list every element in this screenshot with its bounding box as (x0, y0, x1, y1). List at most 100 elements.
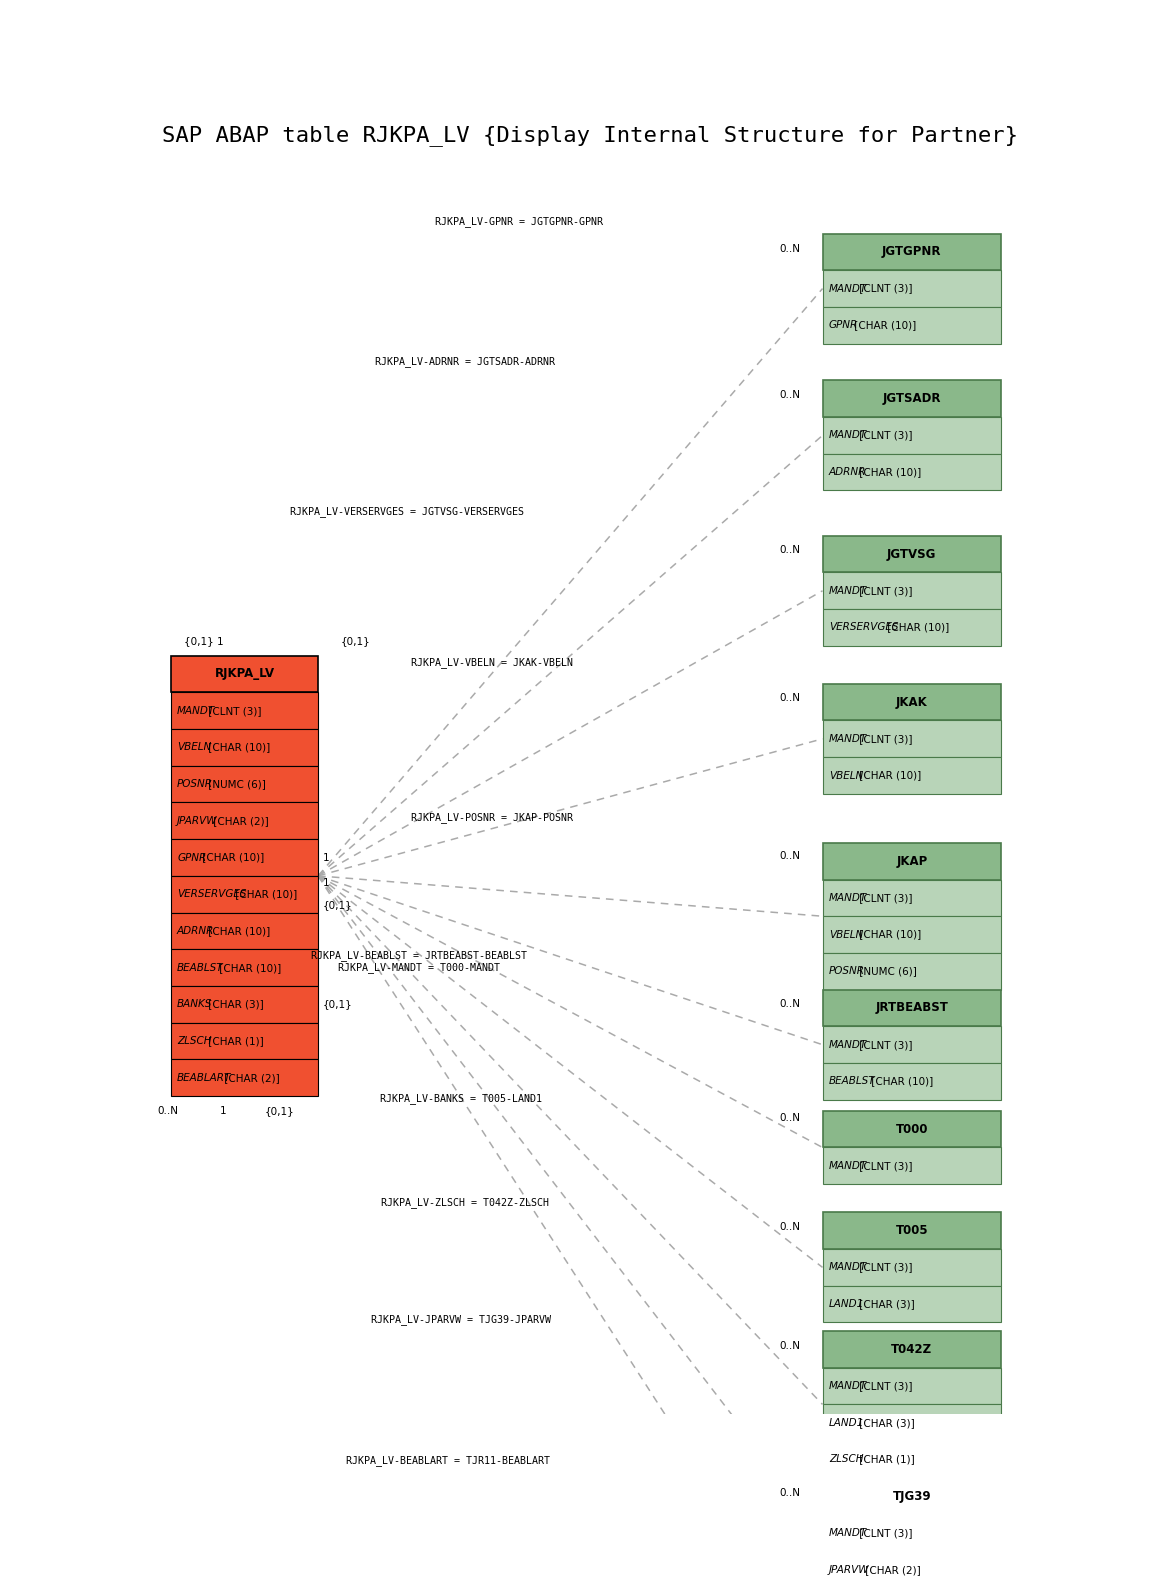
Text: 0..N: 0..N (779, 1487, 801, 1497)
Text: ADRNR: ADRNR (828, 467, 866, 477)
Text: 0..N: 0..N (779, 693, 801, 704)
FancyBboxPatch shape (823, 572, 1001, 609)
Text: [CLNT (3)]: [CLNT (3)] (856, 893, 912, 903)
Text: RJKPA_LV-ADRNR = JGTSADR-ADRNR: RJKPA_LV-ADRNR = JGTSADR-ADRNR (376, 356, 555, 367)
Text: [CHAR (10)]: [CHAR (10)] (199, 853, 265, 863)
Text: VBELN: VBELN (177, 742, 211, 752)
FancyBboxPatch shape (823, 454, 1001, 491)
Text: 0..N: 0..N (158, 1106, 179, 1115)
Text: [CHAR (10)]: [CHAR (10)] (205, 926, 270, 936)
FancyBboxPatch shape (170, 839, 318, 876)
Text: [CLNT (3)]: [CLNT (3)] (856, 1162, 912, 1171)
Text: [CHAR (1)]: [CHAR (1)] (856, 1454, 915, 1465)
Text: MANDT: MANDT (828, 586, 867, 596)
FancyBboxPatch shape (823, 683, 1001, 720)
FancyBboxPatch shape (823, 609, 1001, 645)
Text: MANDT: MANDT (828, 1162, 867, 1171)
FancyBboxPatch shape (170, 693, 318, 729)
Text: [CLNT (3)]: [CLNT (3)] (856, 1039, 912, 1050)
FancyBboxPatch shape (823, 1551, 1001, 1587)
Text: [CHAR (10)]: [CHAR (10)] (856, 771, 922, 780)
Text: [CLNT (3)]: [CLNT (3)] (856, 1529, 912, 1538)
Text: [NUMC (6)]: [NUMC (6)] (856, 966, 917, 976)
Text: BANKS: BANKS (177, 999, 212, 1009)
Text: [CLNT (3)]: [CLNT (3)] (856, 431, 912, 440)
FancyBboxPatch shape (823, 917, 1001, 953)
FancyBboxPatch shape (823, 1368, 1001, 1405)
FancyBboxPatch shape (170, 766, 318, 802)
Text: BEABLST: BEABLST (177, 963, 223, 972)
Text: 0..N: 0..N (779, 1222, 801, 1231)
FancyBboxPatch shape (823, 380, 1001, 416)
Text: {0,1}: {0,1} (323, 999, 353, 1009)
Text: [CHAR (10)]: [CHAR (10)] (215, 963, 281, 972)
Text: LAND1: LAND1 (828, 1417, 864, 1429)
Text: LAND1: LAND1 (828, 1300, 864, 1309)
FancyBboxPatch shape (823, 1026, 1001, 1063)
Text: SAP ABAP table RJKPA_LV {Display Internal Structure for Partner}: SAP ABAP table RJKPA_LV {Display Interna… (162, 126, 1018, 146)
Text: 1: 1 (323, 853, 329, 863)
Text: [CHAR (2)]: [CHAR (2)] (221, 1073, 280, 1082)
Text: POSNR: POSNR (177, 779, 213, 790)
Text: {0,1}: {0,1} (341, 636, 370, 645)
Text: MANDT: MANDT (828, 431, 867, 440)
Text: JGTGPNR: JGTGPNR (882, 245, 941, 259)
Text: 0..N: 0..N (779, 245, 801, 254)
Text: MANDT: MANDT (828, 893, 867, 903)
Text: RJKPA_LV-BANKS = T005-LAND1: RJKPA_LV-BANKS = T005-LAND1 (380, 1093, 541, 1104)
Text: {0,1}: {0,1} (323, 901, 353, 910)
FancyBboxPatch shape (823, 880, 1001, 917)
Text: MANDT: MANDT (828, 734, 867, 744)
Text: JKAP: JKAP (896, 855, 927, 868)
Text: [CHAR (3)]: [CHAR (3)] (856, 1417, 915, 1429)
Text: MANDT: MANDT (828, 1529, 867, 1538)
FancyBboxPatch shape (823, 1111, 1001, 1147)
FancyBboxPatch shape (823, 535, 1001, 572)
Text: [CHAR (10)]: [CHAR (10)] (851, 321, 916, 331)
Text: 1: 1 (220, 1106, 227, 1115)
FancyBboxPatch shape (823, 1147, 1001, 1184)
Text: MANDT: MANDT (828, 1262, 867, 1273)
Text: T000: T000 (895, 1122, 929, 1136)
FancyBboxPatch shape (823, 1332, 1001, 1368)
Text: VBELN: VBELN (828, 930, 863, 939)
Text: RJKPA_LV-GPNR = JGTGPNR-GPNR: RJKPA_LV-GPNR = JGTGPNR-GPNR (435, 216, 602, 227)
Text: {0,1}: {0,1} (265, 1106, 294, 1115)
FancyBboxPatch shape (170, 1060, 318, 1096)
FancyBboxPatch shape (823, 1514, 1001, 1551)
FancyBboxPatch shape (170, 802, 318, 839)
Text: RJKPA_LV-ZLSCH = T042Z-ZLSCH: RJKPA_LV-ZLSCH = T042Z-ZLSCH (381, 1197, 550, 1208)
Text: [CLNT (3)]: [CLNT (3)] (856, 1381, 912, 1390)
Text: POSNR: POSNR (828, 966, 865, 976)
Text: 0..N: 0..N (779, 545, 801, 556)
Text: JGTSADR: JGTSADR (882, 392, 941, 405)
Text: RJKPA_LV-BEABLST = JRTBEABST-BEABLST
RJKPA_LV-MANDT = T000-MANDT: RJKPA_LV-BEABLST = JRTBEABST-BEABLST RJK… (311, 950, 526, 972)
FancyBboxPatch shape (170, 912, 318, 949)
FancyBboxPatch shape (823, 1063, 1001, 1100)
Text: JPARVW: JPARVW (177, 815, 218, 826)
FancyBboxPatch shape (823, 1405, 1001, 1441)
Text: [CHAR (10)]: [CHAR (10)] (856, 930, 922, 939)
Text: [CLNT (3)]: [CLNT (3)] (205, 706, 262, 715)
FancyBboxPatch shape (823, 758, 1001, 794)
Text: 0..N: 0..N (779, 852, 801, 861)
Text: [CHAR (10)]: [CHAR (10)] (884, 623, 949, 632)
Text: [CHAR (2)]: [CHAR (2)] (862, 1565, 920, 1575)
FancyBboxPatch shape (823, 307, 1001, 343)
Text: 1: 1 (323, 879, 329, 888)
Text: GPNR: GPNR (177, 853, 206, 863)
Text: [CHAR (1)]: [CHAR (1)] (205, 1036, 264, 1046)
Text: [CHAR (2)]: [CHAR (2)] (211, 815, 270, 826)
Text: [CHAR (3)]: [CHAR (3)] (205, 999, 264, 1009)
FancyBboxPatch shape (823, 270, 1001, 307)
Text: MANDT: MANDT (828, 1039, 867, 1050)
FancyBboxPatch shape (823, 1286, 1001, 1322)
FancyBboxPatch shape (823, 1212, 1001, 1249)
FancyBboxPatch shape (823, 1441, 1001, 1478)
Text: RJKPA_LV-BEABLART = TJR11-BEABLART: RJKPA_LV-BEABLART = TJR11-BEABLART (346, 1456, 550, 1467)
FancyBboxPatch shape (823, 720, 1001, 758)
Text: RJKPA_LV-VERSERVGES = JGTVSG-VERSERVGES: RJKPA_LV-VERSERVGES = JGTVSG-VERSERVGES (290, 505, 524, 516)
Text: [CLNT (3)]: [CLNT (3)] (856, 1262, 912, 1273)
FancyBboxPatch shape (823, 953, 1001, 990)
Text: [CHAR (10)]: [CHAR (10)] (233, 890, 297, 899)
